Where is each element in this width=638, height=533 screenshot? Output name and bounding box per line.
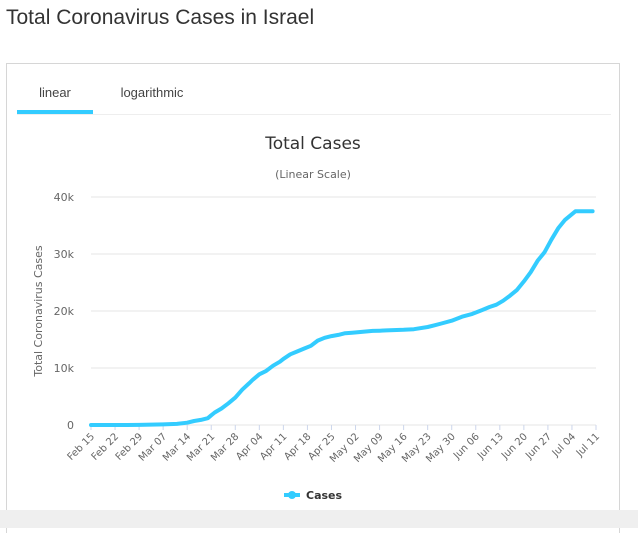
y-tick-label: 0 (67, 419, 74, 432)
x-tick-label: Jul 04 (550, 431, 578, 459)
tab-logarithmic[interactable]: logarithmic (120, 85, 184, 100)
series-cases (89, 209, 595, 427)
chart-title: Total Cases (264, 134, 361, 154)
scale-tabs: linear logarithmic (17, 74, 611, 115)
page-title: Total Coronavirus Cases in Israel (6, 6, 315, 29)
gridlines (91, 196, 596, 426)
y-tick-label: 40k (54, 191, 75, 204)
legend-marker (288, 491, 296, 499)
x-tick-label: Jun 06 (451, 431, 482, 462)
x-tick-label: Jun 20 (499, 431, 530, 462)
tab-linear[interactable]: linear (39, 85, 71, 100)
x-tick-label: Jul 11 (574, 431, 602, 459)
y-tick-label: 10k (54, 362, 75, 375)
chart-subtitle: (Linear Scale) (275, 168, 351, 181)
legend[interactable]: Cases (284, 489, 343, 502)
x-tick-label: Jun 27 (523, 431, 554, 462)
y-tick-label: 20k (54, 305, 75, 318)
legend-label-cases: Cases (306, 489, 343, 502)
page-footer-band (0, 510, 638, 528)
series-line-cases (89, 209, 595, 427)
y-tick-label: 30k (54, 248, 75, 261)
x-tick-label: Jun 13 (475, 431, 506, 462)
active-tab-indicator (17, 110, 93, 114)
y-axis-ticks: 0 10k 20k 30k 40k (54, 191, 75, 432)
chart-panel: linear logarithmic (6, 63, 620, 533)
y-axis-label: Total Coronavirus Cases (32, 245, 45, 378)
